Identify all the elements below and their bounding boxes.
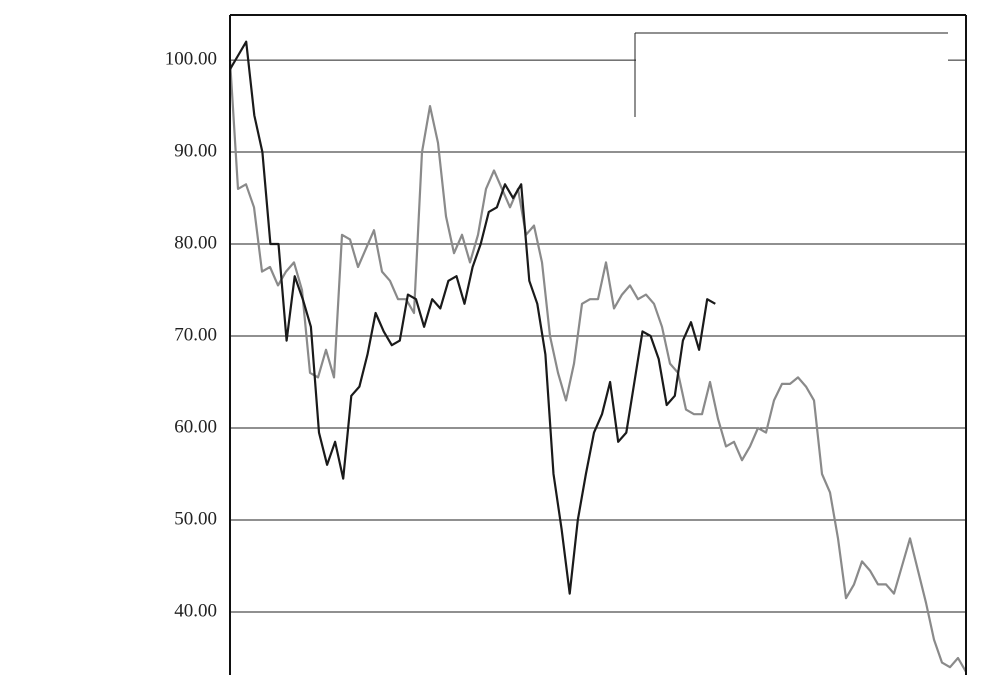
y-tick-label: 70.00 — [174, 324, 217, 345]
y-tick-label: 80.00 — [174, 232, 217, 253]
lines — [228, 40, 967, 673]
y-tick-label: 90.00 — [174, 140, 217, 161]
legend-box — [634, 32, 948, 117]
frame — [229, 14, 967, 675]
legend-background — [636, 34, 948, 117]
y-tick-label: 50.00 — [174, 508, 217, 529]
data-line — [228, 60, 967, 673]
grid: 40.00 50.00 60.00 70.00 80.00 90.00 100.00 — [165, 48, 966, 621]
y-tick-label: 100.00 — [165, 48, 217, 69]
y-tick-label: 40.00 — [174, 600, 217, 621]
data-line — [229, 40, 716, 595]
y-tick-label: 60.00 — [174, 416, 217, 437]
